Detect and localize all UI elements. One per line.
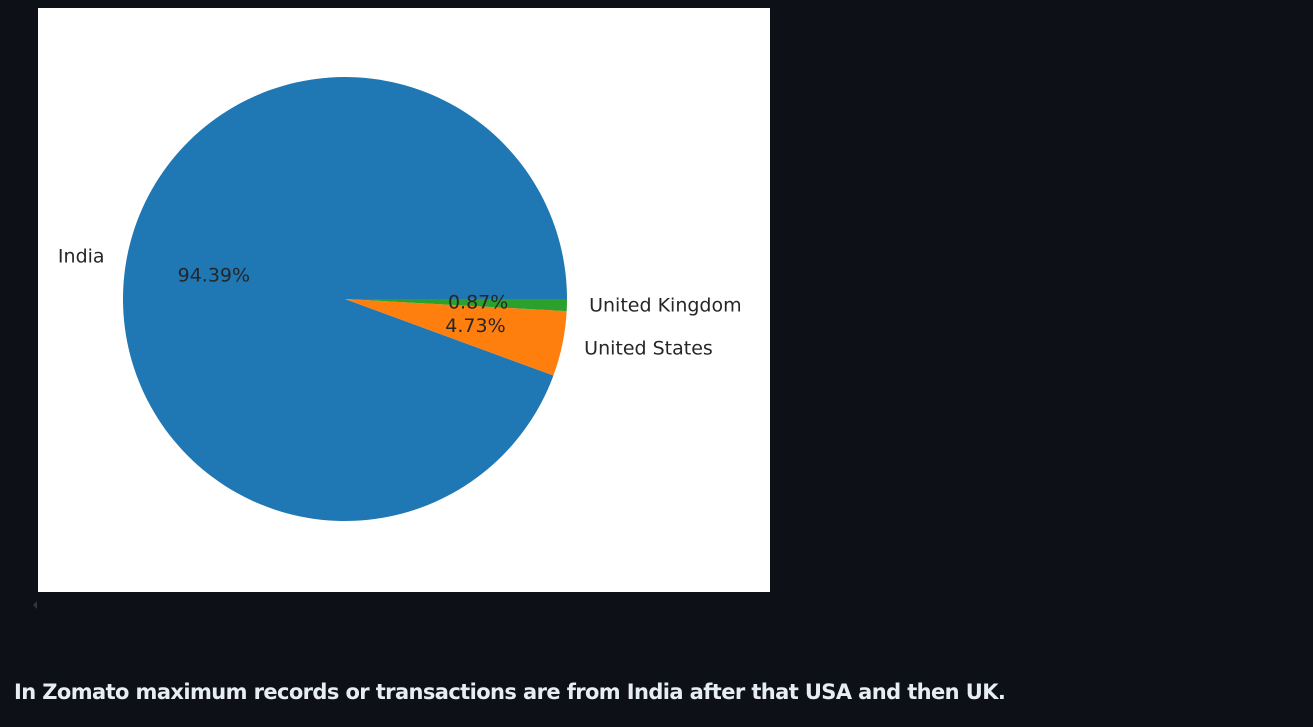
slice-label-india: India	[58, 245, 105, 267]
pie-slices	[123, 77, 567, 522]
pie-slice-united-kingdom	[345, 299, 567, 312]
notebook-output-cell: India 94.39% United States 4.73% United King…	[33, 8, 770, 609]
slice-percent-united-states: 4.73%	[445, 315, 505, 337]
slice-percent-united-kingdom: 0.87%	[448, 292, 508, 314]
slice-label-united-kingdom: United Kingdom	[589, 295, 742, 317]
pie-slice-india	[123, 77, 567, 522]
pie-chart: India 94.39% United States 4.73% United King…	[58, 77, 742, 522]
pie-chart-figure: India 94.39% United States 4.73% United King…	[38, 8, 770, 592]
analysis-caption: In Zomato maximum records or transaction…	[14, 680, 1006, 704]
caret-left-icon[interactable]	[33, 601, 37, 609]
pie-labels: India 94.39% United States 4.73% United King…	[58, 245, 742, 359]
slice-label-united-states: United States	[584, 337, 713, 359]
slice-percent-india: 94.39%	[178, 265, 250, 287]
pie-slice-united-states	[345, 299, 567, 376]
